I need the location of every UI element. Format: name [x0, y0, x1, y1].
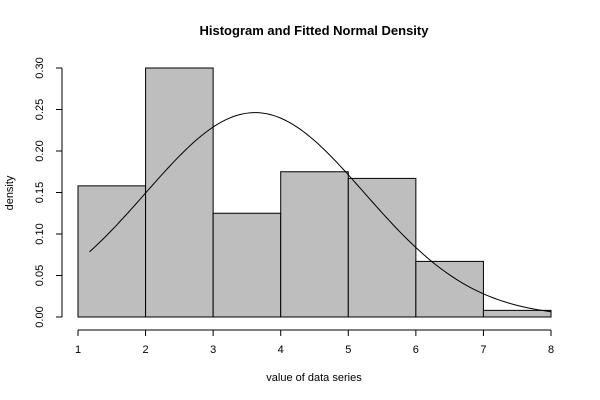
x-axis-label: value of data series	[266, 372, 362, 384]
x-tick-label: 4	[278, 344, 284, 356]
x-tick-label: 8	[548, 344, 554, 356]
histogram-bar-6	[415, 260, 484, 318]
x-tick-label: 3	[210, 344, 216, 356]
x-tick-label: 2	[143, 344, 149, 356]
x-tick-label: 1	[75, 344, 81, 356]
x-axis: 1 2 3 4 5 6 7 8	[75, 329, 554, 356]
y-tick-label: 0.20	[34, 140, 46, 161]
bars-group	[77, 67, 552, 318]
chart-title: Histogram and Fitted Normal Density	[200, 23, 430, 38]
y-tick-label: 0.00	[34, 306, 46, 327]
histogram-bar-5	[347, 177, 417, 318]
x-tick-label: 6	[413, 344, 419, 356]
histogram-bar-3	[212, 212, 282, 318]
x-tick-label: 7	[480, 344, 486, 356]
y-axis-label: density	[4, 175, 16, 210]
y-tick-label: 0.10	[34, 223, 46, 244]
x-tick-label: 5	[345, 344, 351, 356]
y-tick-label: 0.25	[34, 99, 46, 120]
histogram-bar-1	[77, 185, 147, 318]
y-tick-label: 0.15	[34, 182, 46, 203]
histogram-bar-7	[482, 309, 552, 318]
histogram-bar-2	[145, 67, 214, 318]
y-axis: 0.00 0.05 0.10 0.15 0.20 0.25 0.30	[34, 57, 63, 328]
y-tick-label: 0.05	[34, 265, 46, 286]
y-tick-label: 0.30	[34, 57, 46, 78]
histogram-bar-4	[280, 171, 349, 318]
fitted-normal-density-curve	[89, 112, 552, 313]
